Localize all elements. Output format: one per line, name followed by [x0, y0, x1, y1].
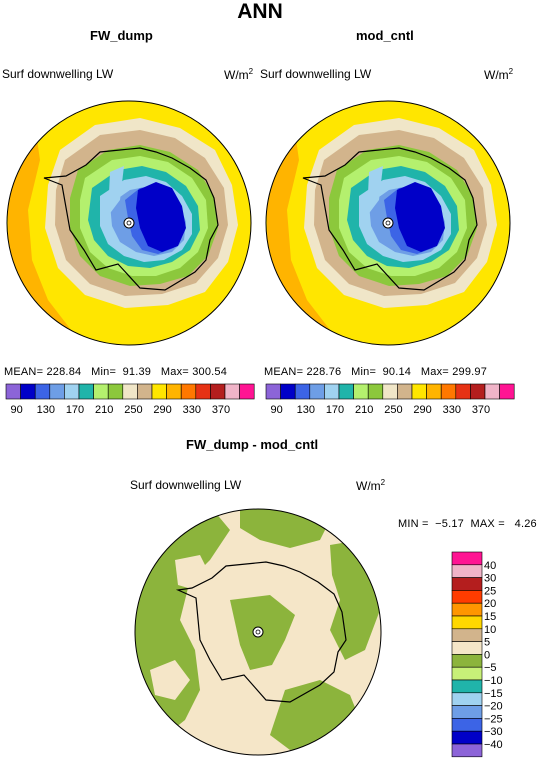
diff-units-label: W/m2	[356, 478, 386, 493]
colorbar-left-tick-label: 130	[37, 404, 55, 416]
colorbar-diff-tick-label: −30	[484, 726, 503, 738]
colorbar-right-swatch	[280, 383, 296, 400]
colorbar-left-swatch	[239, 383, 255, 400]
panel-title-left: FW_dump	[90, 28, 153, 43]
colorbar-diff-tick-label: 15	[484, 611, 496, 623]
colorbar-diff-tick-label: −25	[484, 713, 503, 725]
colorbar-left-swatch	[20, 383, 36, 400]
colorbar-left: 90 130 170 210 250 290 330 370	[5, 383, 255, 416]
colorbar-left-swatch	[195, 383, 211, 400]
diff-minmax: MIN = −5.17 MAX = 4.26	[398, 518, 537, 530]
colorbar-diff-tick-label: 5	[484, 637, 490, 649]
colorbar-left-tick-label: 250	[124, 404, 142, 416]
colorbar-right-swatch	[426, 383, 442, 400]
diff-title: FW_dump - mod_cntl	[186, 437, 319, 452]
colorbar-diff-tick-label: −40	[484, 739, 503, 751]
colorbar-diff-swatch	[451, 590, 483, 604]
colorbar-diff-swatch	[451, 705, 483, 719]
colorbar-diff-tick-label: 10	[484, 624, 496, 636]
colorbar-diff-swatch	[451, 743, 483, 758]
colorbar-left-tick-label: 90	[10, 404, 22, 416]
colorbar-right: 90 130 170 210 250 290 330 370	[265, 383, 515, 416]
colorbar-diff-swatch	[451, 602, 483, 617]
colorbar-left-swatch	[210, 383, 226, 400]
colorbar-diff-swatch	[451, 564, 483, 578]
colorbar-diff-swatch	[451, 666, 483, 681]
colorbar-left-tick-label: 170	[66, 404, 84, 416]
colorbar-diff-swatch	[451, 692, 483, 706]
colorbar-left-swatch	[180, 383, 197, 400]
colorbar-diff-swatch	[451, 641, 483, 655]
colorbar-left-swatch	[78, 383, 94, 400]
colorbar-diff-tick-label: 20	[484, 598, 496, 610]
colorbar-left-swatch	[107, 383, 124, 400]
colorbar-right-tick-label: 370	[472, 404, 490, 416]
colorbar-left-swatch	[49, 383, 65, 400]
colorbar-right-swatch	[353, 383, 369, 400]
colorbar-right-swatch	[484, 383, 500, 400]
colorbar-right-swatch	[440, 383, 457, 400]
colorbar-diff-swatch	[451, 628, 483, 642]
colorbar-left-swatch	[64, 383, 80, 400]
colorbar-right-swatch	[411, 383, 427, 400]
colorbar-diff-tick-label: 25	[484, 585, 496, 597]
colorbar-diff-swatch	[451, 615, 483, 630]
colorbar-left-swatch	[151, 383, 167, 400]
colorbar-diff-tick-label: −10	[484, 675, 503, 687]
colorbar-right-swatch	[455, 383, 471, 400]
colorbar-right-tick-label: 90	[270, 404, 282, 416]
colorbar-diff-tick-label: −5	[484, 662, 497, 674]
colorbar-diff-swatch	[451, 730, 483, 745]
colorbar-right-swatch	[397, 383, 413, 400]
colorbar-left-tick-label: 330	[183, 404, 201, 416]
colorbar-diff-swatch	[451, 551, 483, 566]
variable-label-left: Surf downwelling LW	[2, 67, 114, 81]
colorbar-right-swatch	[470, 383, 486, 400]
colorbar-left-swatch	[122, 383, 138, 400]
colorbar-right-tick-label: 330	[443, 404, 461, 416]
colorbar-diff-swatch	[451, 577, 483, 591]
colorbar-diff-tick-label: 0	[484, 649, 490, 661]
main-title: ANN	[237, 0, 283, 23]
colorbar-left-tick-label: 370	[212, 404, 230, 416]
stats-left: MEAN= 228.84 Min= 91.39 Max= 300.54	[4, 366, 228, 378]
colorbar-right-swatch	[367, 383, 384, 400]
units-label-left: W/m2	[224, 67, 254, 82]
colorbar-right-swatch	[382, 383, 398, 400]
colorbar-right-tick-label: 210	[355, 404, 373, 416]
units-label-right: W/m2	[484, 67, 514, 82]
colorbar-diff-tick-label: −20	[484, 701, 503, 713]
colorbar-diff-tick-label: 30	[484, 573, 496, 585]
diff-variable-label: Surf downwelling LW	[130, 478, 242, 492]
colorbar-right-swatch	[338, 383, 354, 400]
colorbar-left-swatch	[34, 383, 51, 400]
colorbar-diff-swatch	[451, 718, 483, 732]
colorbar-left-swatch	[5, 383, 21, 400]
colorbar-diff-tick-label: 40	[484, 560, 496, 572]
colorbar-right-swatch	[499, 383, 515, 400]
panel-title-right: mod_cntl	[356, 28, 414, 43]
colorbar-diff-tick-label: −15	[484, 688, 503, 700]
colorbar-right-tick-label: 250	[384, 404, 402, 416]
colorbar-left-swatch	[166, 383, 182, 400]
colorbar-right-swatch	[265, 383, 281, 400]
colorbar-diff-swatch	[451, 654, 483, 668]
colorbar-left-tick-label: 210	[95, 404, 113, 416]
colorbar-right-tick-label: 290	[413, 404, 431, 416]
variable-label-right: Surf downwelling LW	[260, 67, 372, 81]
colorbar-right-swatch	[294, 383, 311, 400]
colorbar-right-swatch	[324, 383, 340, 400]
colorbar-right-tick-label: 130	[297, 404, 315, 416]
colorbar-left-tick-label: 290	[153, 404, 171, 416]
colorbar-right-swatch	[309, 383, 325, 400]
colorbar-left-swatch	[93, 383, 109, 400]
colorbar-right-tick-label: 170	[326, 404, 344, 416]
colorbar-diff-swatch	[451, 679, 483, 694]
colorbar-left-swatch	[137, 383, 153, 400]
stats-right: MEAN= 228.76 Min= 90.14 Max= 299.97	[264, 366, 488, 378]
colorbar-left-swatch	[224, 383, 240, 400]
